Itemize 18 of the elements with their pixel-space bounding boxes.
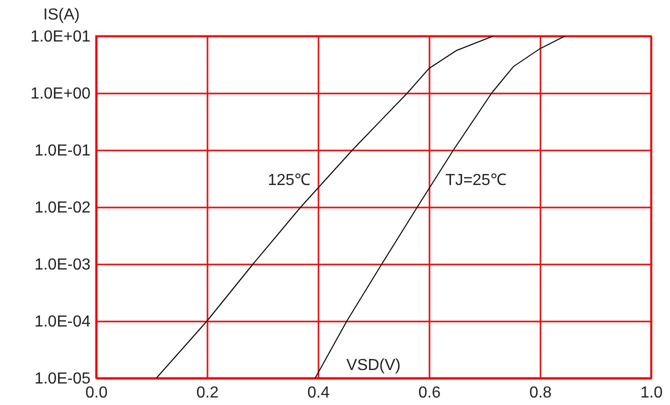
x-tick-label: 0.0 <box>85 384 108 402</box>
y-tick-label: 1.0E-02 <box>34 200 91 216</box>
x-tick-label: 0.8 <box>529 384 552 402</box>
series-label: TJ=25℃ <box>445 172 506 189</box>
y-tick-label: 1.0E+00 <box>30 86 91 102</box>
y-tick-label: 1.0E-04 <box>34 314 91 330</box>
y-tick-label: 1.0E-01 <box>34 142 91 160</box>
y-axis-title: IS(A) <box>43 6 80 24</box>
x-axis-title: VSD(V) <box>346 357 401 374</box>
x-tick-label: 0.6 <box>418 384 441 402</box>
series-label: 125℃ <box>268 172 310 189</box>
x-tick-label: 0.2 <box>196 384 219 402</box>
line-series <box>314 36 566 378</box>
x-tick-label: 1.0 <box>640 384 663 402</box>
y-tick-label: 1.0E-05 <box>34 370 91 388</box>
y-tick-label: 1.0E+01 <box>30 28 91 46</box>
x-tick-label: 0.4 <box>307 384 330 402</box>
y-tick-label: 1.0E-03 <box>34 256 91 274</box>
